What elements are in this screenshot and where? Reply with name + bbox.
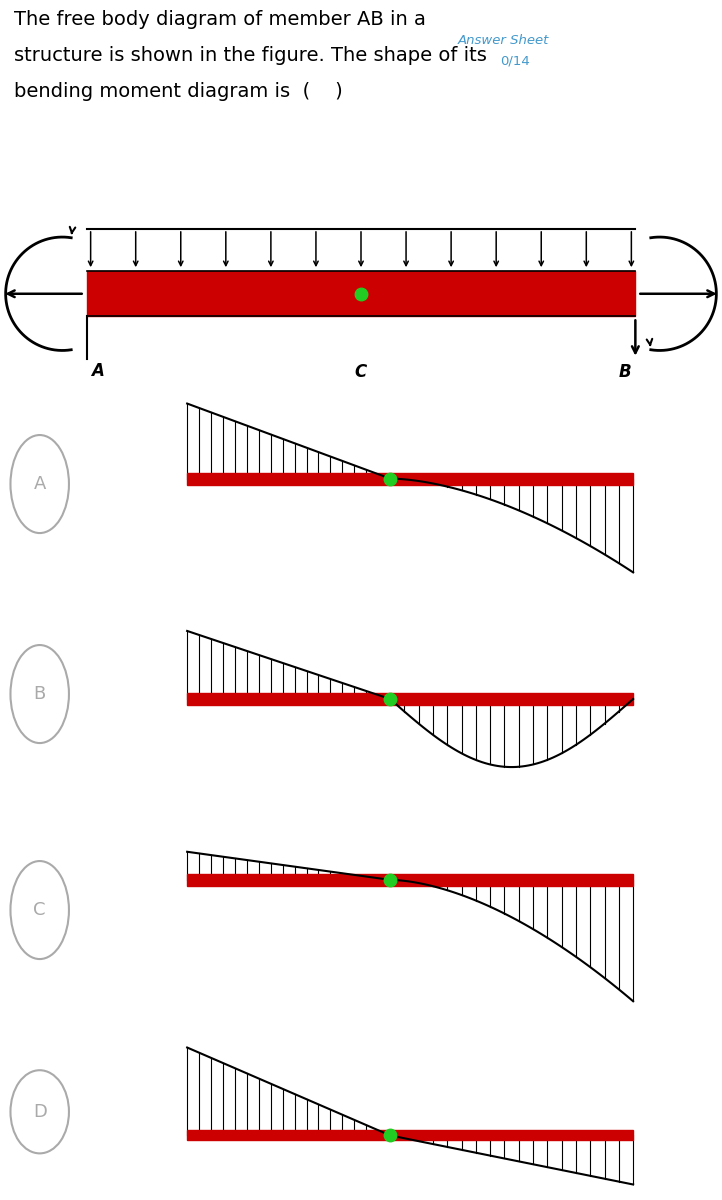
Text: The free body diagram of member AB in a: The free body diagram of member AB in a [14,10,426,29]
Text: C: C [33,901,46,919]
Text: 0/14: 0/14 [500,54,530,67]
Text: Answer Sheet: Answer Sheet [458,34,549,47]
Bar [187,874,633,886]
Text: bending moment diagram is  (    ): bending moment diagram is ( ) [14,82,343,101]
Text: A: A [33,475,46,493]
Text: B: B [34,685,45,703]
Bar [187,1130,633,1140]
Text: C: C [355,364,367,382]
Text: B: B [619,364,631,382]
Bar [187,694,633,704]
Bar [187,473,633,485]
Text: D: D [32,1103,47,1121]
Text: A: A [91,361,103,379]
Bar [87,271,635,317]
Text: structure is shown in the figure. The shape of its: structure is shown in the figure. The sh… [14,46,487,65]
